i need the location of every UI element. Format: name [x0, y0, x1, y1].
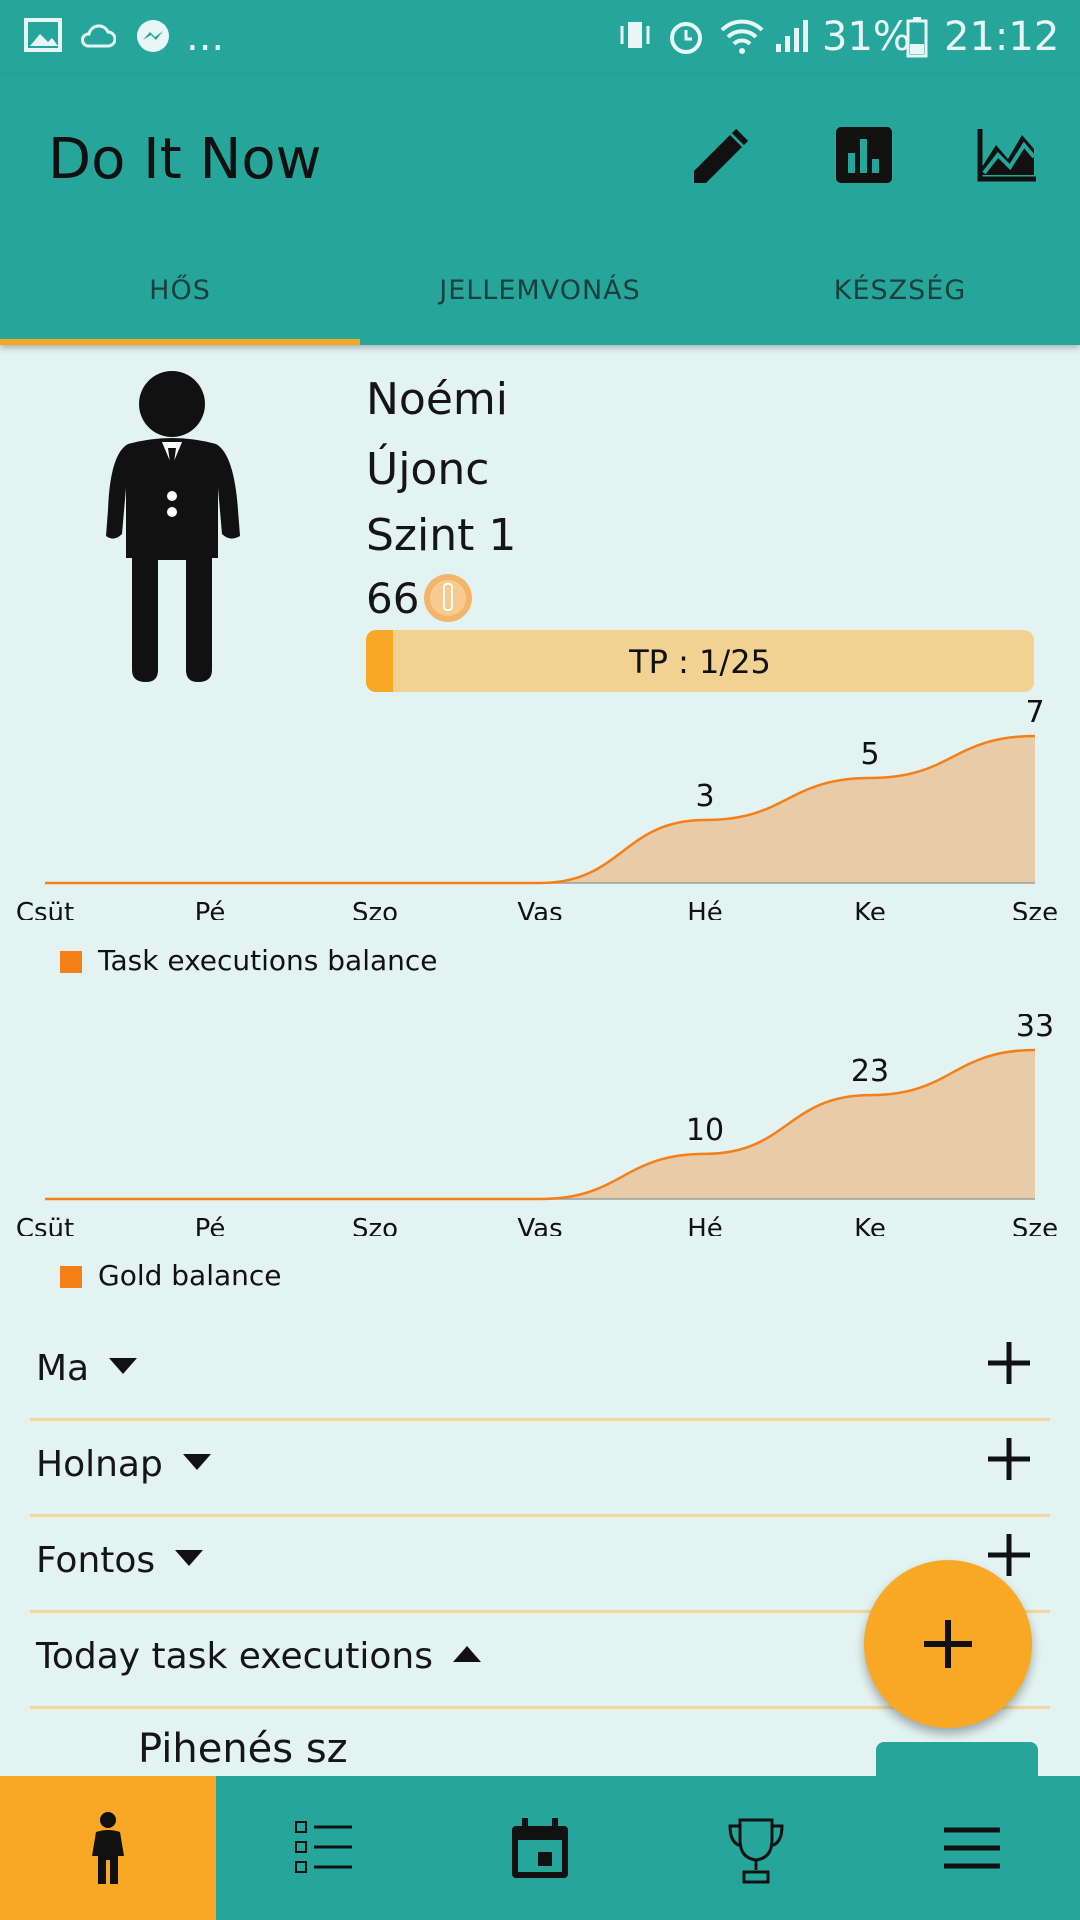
task-item[interactable]: Pihenés sz — [138, 1726, 348, 1772]
wifi-icon — [720, 19, 764, 54]
gold-balance-chart: Csüt Pé Szo Vas Hé 10 Ke 23 Sze 33 — [16, 1014, 1058, 1236]
chart-series-line — [44, 1048, 1036, 1201]
chart-area — [45, 736, 1035, 883]
chart-series-line — [45, 734, 1036, 885]
tab-traits[interactable]: JELLEMVONÁS — [439, 275, 641, 306]
legend-swatch — [60, 951, 82, 973]
hero-name: Noémi — [366, 374, 508, 425]
x-tick-label: Pé — [195, 1214, 226, 1236]
alarm-icon — [670, 22, 702, 54]
task-list-icon — [295, 1821, 352, 1873]
collapse-arrow-icon[interactable] — [452, 1646, 481, 1662]
cloud-download-icon — [81, 24, 116, 48]
bar-chart-icon[interactable] — [836, 127, 892, 183]
tp-label: TP : 1/25 — [629, 643, 771, 681]
section-today[interactable]: Ma — [30, 1324, 1050, 1421]
tab-hero[interactable]: HŐS — [149, 275, 211, 306]
hero-icon — [92, 1812, 124, 1884]
hero-avatar — [106, 371, 240, 682]
nav-hero[interactable] — [0, 1776, 216, 1920]
expand-arrow-icon[interactable] — [175, 1550, 204, 1566]
tab-skills[interactable]: KÉSZSÉG — [833, 275, 967, 306]
expand-arrow-icon[interactable] — [109, 1358, 138, 1374]
x-tick-label: Vas — [517, 898, 562, 920]
legend-swatch — [60, 1266, 82, 1288]
signal-icon — [776, 20, 808, 52]
data-label: 5 — [860, 737, 879, 772]
calendar-icon — [512, 1818, 568, 1878]
add-icon[interactable] — [986, 1340, 1032, 1386]
gold-coin-icon — [424, 574, 472, 622]
task-item-button[interactable] — [876, 1742, 1038, 1776]
section-tomorrow[interactable]: Holnap — [30, 1420, 1050, 1517]
chart-legend-task: Task executions balance — [60, 944, 438, 977]
menu-icon — [944, 1827, 1000, 1869]
data-label: 7 — [1025, 700, 1044, 730]
task-executions-chart: Csüt Pé Szo Vas Hé 3 Ke 5 Sze 7 — [16, 700, 1058, 920]
hero-level: Szint 1 — [366, 510, 517, 561]
nav-tasks[interactable] — [216, 1776, 432, 1920]
add-task-fab[interactable] — [864, 1560, 1032, 1728]
notification-more: ... — [186, 14, 225, 60]
bottom-navigation — [0, 1776, 1080, 1920]
x-tick-label: Hé — [687, 898, 723, 920]
add-icon[interactable] — [986, 1436, 1032, 1482]
app-bar: Do It Now HŐS JELLEMVONÁS KÉSZSÉG — [0, 75, 1080, 345]
plus-icon — [924, 1620, 972, 1668]
gallery-icon — [24, 18, 62, 52]
x-tick-label: Sze — [1012, 898, 1058, 920]
section-executions-label: Today task executions — [36, 1636, 433, 1677]
x-tick-label: Ke — [854, 1214, 886, 1236]
nav-menu[interactable] — [864, 1776, 1080, 1920]
legend-label: Gold balance — [98, 1259, 282, 1292]
trophy-icon — [728, 1818, 784, 1884]
section-important-label: Fontos — [36, 1540, 156, 1581]
x-tick-label: Szo — [352, 898, 398, 920]
vibrate-icon — [620, 22, 650, 48]
battery-percent: 31% — [822, 14, 911, 60]
clock: 21:12 — [944, 14, 1060, 60]
data-label: 10 — [686, 1113, 724, 1148]
data-label: 3 — [695, 779, 714, 814]
x-tick-label: Hé — [687, 1214, 723, 1236]
hero-rank: Újonc — [366, 444, 490, 495]
data-label: 33 — [1016, 1014, 1054, 1044]
tp-progress-fill — [366, 630, 393, 692]
data-label: 23 — [851, 1054, 889, 1089]
battery-icon — [906, 17, 928, 58]
gold-amount: 66 — [366, 574, 420, 623]
nav-calendar[interactable] — [432, 1776, 648, 1920]
add-icon[interactable] — [986, 1532, 1032, 1578]
x-tick-label: Csüt — [16, 898, 74, 920]
x-tick-label: Csüt — [16, 1214, 74, 1236]
section-tomorrow-label: Holnap — [36, 1444, 163, 1485]
legend-label: Task executions balance — [98, 944, 438, 977]
app-title: Do It Now — [48, 127, 322, 192]
section-today-executions[interactable]: Today task executions — [30, 1612, 1050, 1709]
section-today-label: Ma — [36, 1348, 90, 1389]
section-important[interactable]: Fontos — [30, 1516, 1050, 1613]
x-tick-label: Sze — [1012, 1214, 1058, 1236]
chart-area — [45, 1050, 1035, 1199]
chart-legend-gold: Gold balance — [60, 1259, 282, 1292]
messenger-icon — [137, 20, 169, 52]
nav-achievements[interactable] — [648, 1776, 864, 1920]
edit-icon[interactable] — [690, 127, 750, 187]
tab-indicator — [0, 339, 360, 345]
tp-progress-bar: TP : 1/25 — [366, 630, 1034, 692]
x-tick-label: Ke — [854, 898, 886, 920]
status-bar: ... 31% 21:12 — [0, 0, 1080, 75]
x-tick-label: Szo — [352, 1214, 398, 1236]
expand-arrow-icon[interactable] — [182, 1454, 211, 1470]
x-tick-label: Vas — [517, 1214, 562, 1236]
line-chart-icon[interactable] — [976, 127, 1038, 183]
x-tick-label: Pé — [195, 898, 226, 920]
